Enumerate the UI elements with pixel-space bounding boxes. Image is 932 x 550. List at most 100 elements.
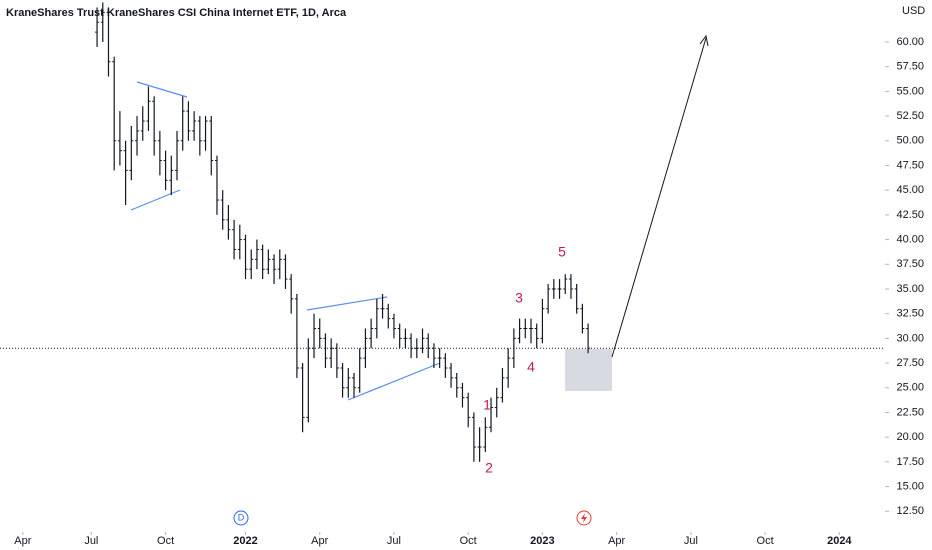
ohlc-bar <box>363 328 368 369</box>
ohlc-bar <box>209 116 214 176</box>
target-box <box>565 349 612 391</box>
ohlc-bar <box>397 323 402 349</box>
arrow-line <box>611 37 707 358</box>
ohlc-bar <box>483 417 488 452</box>
ohlc-bar <box>129 125 134 181</box>
ohlc-bar <box>106 7 111 77</box>
y-tick-label: 47.50 <box>896 159 924 171</box>
y-tick-label: 32.50 <box>896 308 924 320</box>
ohlc-bar <box>112 56 117 171</box>
y-tick-label: 50.00 <box>896 135 924 147</box>
event-icon[interactable] <box>233 510 249 526</box>
ohlc-bar <box>557 279 562 299</box>
ohlc-bar <box>203 116 208 151</box>
chart-title: KraneShares Trust KraneShares CSI China … <box>6 7 347 19</box>
wave-label: 3 <box>515 290 523 306</box>
ohlc-bar <box>266 249 271 275</box>
ohlc-bar <box>300 363 305 433</box>
ohlc-bar <box>586 323 591 354</box>
y-tick-label: 15.00 <box>896 480 924 492</box>
ohlc-bar <box>237 224 242 260</box>
dividend-marker[interactable]: D <box>238 512 245 522</box>
ohlc-bar <box>346 368 351 398</box>
ohlc-bar <box>186 101 191 141</box>
ohlc-bar <box>243 234 248 280</box>
wave-label: 2 <box>485 460 493 476</box>
ohlc-bar <box>477 427 482 462</box>
ohlc-bar <box>294 293 299 378</box>
ohlc-bar <box>506 348 511 388</box>
currency-label: USD <box>902 5 925 17</box>
ohlc-bar <box>466 392 471 428</box>
ohlc-bar <box>409 333 414 359</box>
x-tick-label: Apr <box>608 535 625 547</box>
ohlc-bar <box>95 7 100 47</box>
x-tick-label: Apr <box>311 535 328 547</box>
trend-line <box>347 362 441 401</box>
trend-line <box>136 81 188 98</box>
ohlc-bar <box>323 333 328 369</box>
ohlc-bar <box>574 284 579 314</box>
ohlc-bar <box>449 363 454 388</box>
ohlc-bar <box>431 343 436 369</box>
ohlc-bar <box>357 348 362 393</box>
ohlc-bar <box>494 387 499 418</box>
ohlc-bar <box>197 116 202 156</box>
ohlc-bar <box>551 279 556 299</box>
ohlc-bar <box>289 274 294 314</box>
y-tick-label: 57.50 <box>896 61 924 73</box>
ohlc-bar <box>529 318 533 344</box>
ohlc-bar <box>391 313 396 339</box>
ohlc-bar <box>146 86 151 131</box>
ohlc-bar <box>163 150 168 191</box>
ohlc-bar <box>517 318 522 344</box>
ohlc-bar <box>489 397 494 433</box>
ohlc-bar <box>283 254 288 289</box>
ohlc-bar <box>380 293 385 319</box>
y-tick-label: 60.00 <box>896 36 924 48</box>
ohlc-bar <box>254 239 259 270</box>
ohlc-bar <box>169 155 174 196</box>
ohlc-bar <box>334 343 339 378</box>
ohlc-bar <box>100 2 105 42</box>
ohlc-bar <box>568 274 573 299</box>
x-tick-label: 2022 <box>233 535 257 547</box>
y-tick-label: 30.00 <box>896 332 924 344</box>
ohlc-bar <box>471 412 476 462</box>
x-tick-label: 2023 <box>530 535 554 547</box>
ohlc-bar <box>249 249 254 280</box>
y-tick-label: 35.00 <box>896 283 924 295</box>
ohlc-bar <box>175 130 179 181</box>
y-tick-label: 27.50 <box>896 357 924 369</box>
trend-line <box>306 296 388 311</box>
y-tick-label: 52.50 <box>896 110 924 122</box>
ohlc-bar <box>272 254 277 285</box>
y-tick-label: 37.50 <box>896 258 924 270</box>
ohlc-bar <box>306 338 311 423</box>
x-tick-label: Oct <box>460 535 477 547</box>
x-tick-label: Apr <box>14 535 31 547</box>
ohlc-bar <box>157 130 162 176</box>
y-tick-label: 40.00 <box>896 233 924 245</box>
ohlc-bar <box>340 363 345 398</box>
ohlc-bar <box>500 368 505 403</box>
ohlc-bar <box>152 96 157 156</box>
ohlc-bar <box>117 111 122 166</box>
ohlc-bar <box>369 318 374 349</box>
ohlc-bar <box>277 249 282 280</box>
ohlc-bar <box>534 323 539 349</box>
ohlc-bar <box>420 328 425 354</box>
ohlc-bar <box>352 372 356 398</box>
x-tick-label: Jul <box>84 535 98 547</box>
ohlc-bar <box>123 140 128 205</box>
arrow-head <box>699 34 709 47</box>
x-tick-label: Jul <box>387 535 401 547</box>
y-tick-label: 42.50 <box>896 209 924 221</box>
ohlc-bar <box>403 328 408 349</box>
x-tick-label: Jul <box>684 535 698 547</box>
drawings <box>130 34 709 526</box>
ohlc-bar <box>140 106 145 141</box>
ohlc-bar <box>386 303 391 329</box>
